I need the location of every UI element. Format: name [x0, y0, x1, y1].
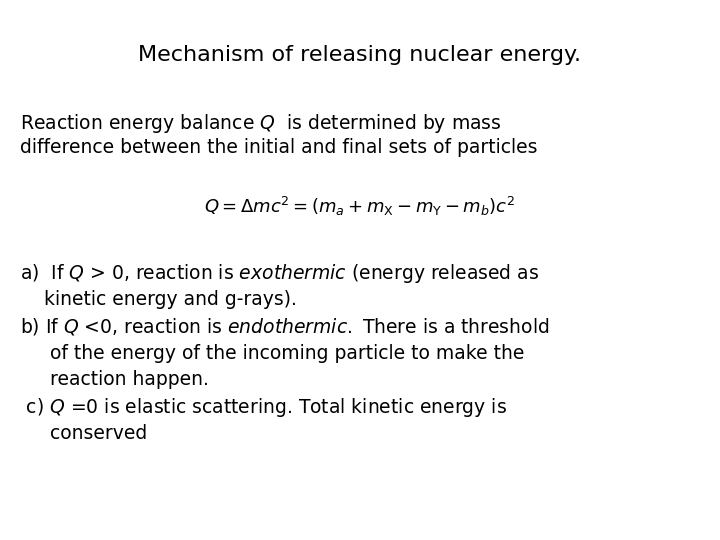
Text: Reaction energy balance $\mathit{Q}$  is determined by mass: Reaction energy balance $\mathit{Q}$ is …	[20, 112, 501, 135]
Text: c) $\mathit{Q}$ =0 is elastic scattering. Total kinetic energy is: c) $\mathit{Q}$ =0 is elastic scattering…	[20, 396, 507, 419]
Text: difference between the initial and final sets of particles: difference between the initial and final…	[20, 138, 538, 157]
Text: a)  If $\mathit{Q}$ > 0, reaction is $\mathit{exothermic}$ (energy released as: a) If $\mathit{Q}$ > 0, reaction is $\ma…	[20, 262, 539, 285]
Text: reaction happen.: reaction happen.	[20, 370, 209, 389]
Text: kinetic energy and g-rays).: kinetic energy and g-rays).	[20, 290, 297, 309]
Text: Mechanism of releasing nuclear energy.: Mechanism of releasing nuclear energy.	[138, 45, 582, 65]
Text: conserved: conserved	[20, 424, 148, 443]
Text: of the energy of the incoming particle to make the: of the energy of the incoming particle t…	[20, 344, 524, 363]
Text: $Q = \Delta mc^2 = (m_a + m_\mathrm{X} - m_\mathrm{Y} - m_b)c^2$: $Q = \Delta mc^2 = (m_a + m_\mathrm{X} -…	[204, 195, 516, 218]
Text: b) If $\mathit{Q}$ <0, reaction is $\mathit{endothermic.}$ There is a threshold: b) If $\mathit{Q}$ <0, reaction is $\mat…	[20, 316, 549, 337]
